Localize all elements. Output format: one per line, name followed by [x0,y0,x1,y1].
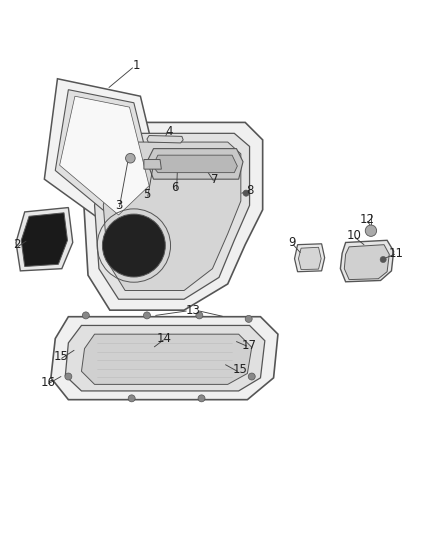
Text: 8: 8 [246,183,253,197]
Text: 12: 12 [360,213,375,226]
Text: 11: 11 [389,247,403,260]
Text: 17: 17 [241,338,256,352]
Circle shape [65,373,72,380]
Text: 7: 7 [211,173,219,185]
Circle shape [245,316,252,322]
Circle shape [82,312,89,319]
Polygon shape [103,142,241,290]
Text: 13: 13 [185,304,200,317]
Text: 15: 15 [233,362,247,376]
Polygon shape [344,245,389,280]
Text: 15: 15 [53,350,68,362]
Text: 9: 9 [289,236,296,249]
Text: 6: 6 [172,181,179,195]
Text: 10: 10 [347,229,362,243]
Polygon shape [84,123,263,310]
Text: 1: 1 [132,59,140,72]
Polygon shape [16,207,73,271]
Polygon shape [340,240,394,282]
Text: 5: 5 [143,188,151,201]
Polygon shape [294,244,325,272]
Polygon shape [44,79,166,236]
Circle shape [144,312,150,319]
Polygon shape [152,155,237,173]
Circle shape [102,214,165,277]
Polygon shape [65,326,265,391]
Polygon shape [95,133,250,299]
Circle shape [365,225,377,236]
Polygon shape [144,159,161,169]
Text: 3: 3 [115,199,122,212]
Text: 14: 14 [157,332,172,345]
Polygon shape [21,213,67,266]
Text: 2: 2 [14,238,21,251]
Circle shape [126,154,135,163]
Polygon shape [147,149,243,179]
Text: 4: 4 [165,125,173,138]
Polygon shape [51,317,278,400]
Polygon shape [298,247,321,270]
Polygon shape [81,334,252,384]
Polygon shape [60,96,149,215]
Circle shape [128,395,135,402]
Circle shape [243,190,249,196]
Polygon shape [147,135,183,143]
Circle shape [198,395,205,402]
Text: 16: 16 [40,376,55,389]
Circle shape [248,373,255,380]
Circle shape [380,256,386,263]
Circle shape [196,312,203,319]
Polygon shape [55,90,155,223]
